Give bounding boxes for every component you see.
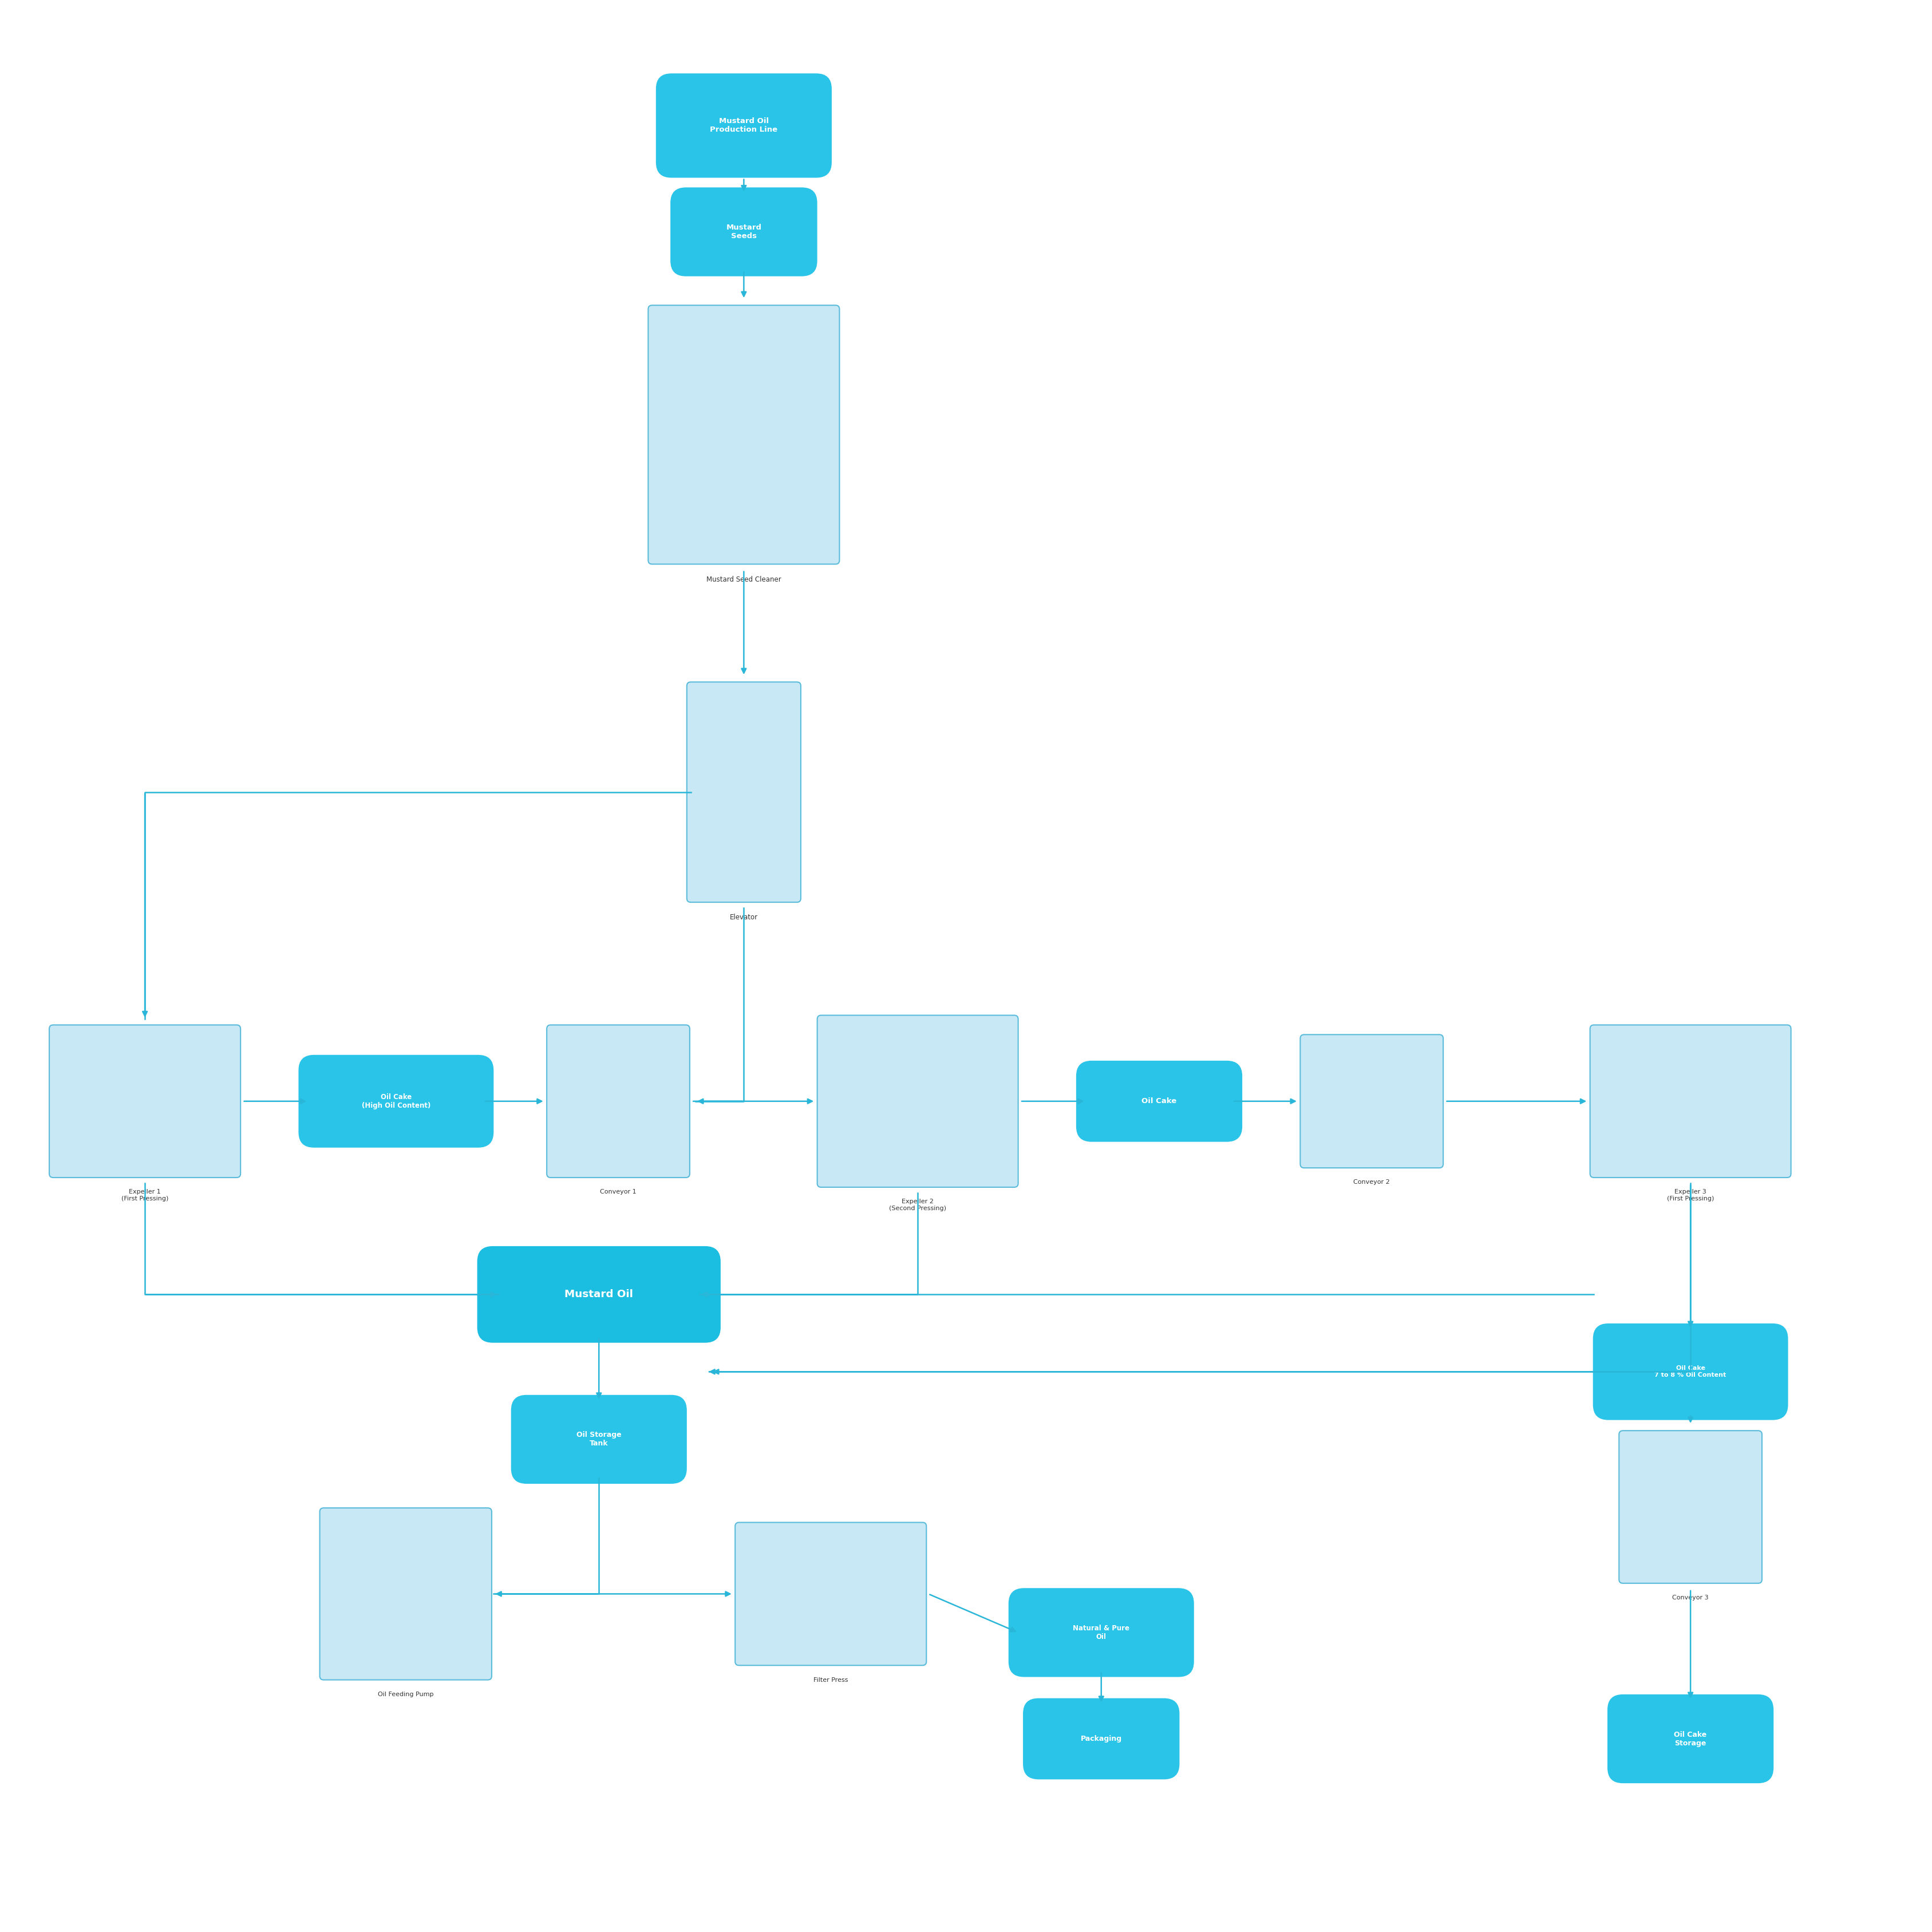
FancyBboxPatch shape [1300, 1036, 1443, 1167]
FancyBboxPatch shape [1076, 1061, 1242, 1142]
Text: Mustard Oil
Production Line: Mustard Oil Production Line [711, 118, 777, 133]
FancyBboxPatch shape [48, 1024, 240, 1177]
FancyBboxPatch shape [1619, 1430, 1762, 1584]
FancyBboxPatch shape [1590, 1024, 1791, 1177]
Text: Natural & Pure
Oil: Natural & Pure Oil [1072, 1625, 1130, 1640]
Text: Conveyor 2: Conveyor 2 [1354, 1179, 1389, 1184]
Text: Mustard Oil: Mustard Oil [564, 1289, 634, 1300]
FancyBboxPatch shape [298, 1055, 493, 1148]
FancyBboxPatch shape [688, 682, 800, 902]
Text: Conveyor 1: Conveyor 1 [601, 1188, 636, 1194]
FancyBboxPatch shape [477, 1246, 721, 1343]
Text: Oil Storage
Tank: Oil Storage Tank [576, 1432, 622, 1447]
Text: Oil Cake
(High Oil Content): Oil Cake (High Oil Content) [361, 1094, 431, 1109]
Text: Filter Press: Filter Press [813, 1677, 848, 1683]
Text: Expeller 3
(First Pressing): Expeller 3 (First Pressing) [1667, 1188, 1714, 1202]
Text: Elevator: Elevator [730, 914, 757, 922]
FancyBboxPatch shape [1024, 1698, 1179, 1779]
FancyBboxPatch shape [670, 187, 817, 276]
Text: Oil Cake
Storage: Oil Cake Storage [1675, 1731, 1706, 1747]
FancyBboxPatch shape [734, 1522, 927, 1665]
FancyBboxPatch shape [649, 305, 838, 564]
FancyBboxPatch shape [1607, 1694, 1774, 1783]
Text: Expeller 2
(Second Pressing): Expeller 2 (Second Pressing) [889, 1198, 947, 1211]
Text: Oil Cake
7 to 8 % Oil Content: Oil Cake 7 to 8 % Oil Content [1654, 1366, 1727, 1378]
Text: Packaging: Packaging [1080, 1735, 1122, 1743]
Text: Mustard
Seeds: Mustard Seeds [726, 224, 761, 240]
Text: Conveyor 3: Conveyor 3 [1673, 1596, 1708, 1600]
Text: Expeller 1
(First Pressing): Expeller 1 (First Pressing) [122, 1188, 168, 1202]
Text: Oil Cake: Oil Cake [1142, 1097, 1177, 1105]
FancyBboxPatch shape [510, 1395, 688, 1484]
Text: Mustard Seed Cleaner: Mustard Seed Cleaner [707, 576, 781, 583]
FancyBboxPatch shape [319, 1507, 491, 1681]
Text: Oil Feeding Pump: Oil Feeding Pump [379, 1692, 433, 1696]
FancyBboxPatch shape [655, 73, 831, 178]
FancyBboxPatch shape [547, 1024, 690, 1177]
FancyBboxPatch shape [1592, 1323, 1789, 1420]
FancyBboxPatch shape [1009, 1588, 1194, 1677]
FancyBboxPatch shape [817, 1016, 1018, 1186]
